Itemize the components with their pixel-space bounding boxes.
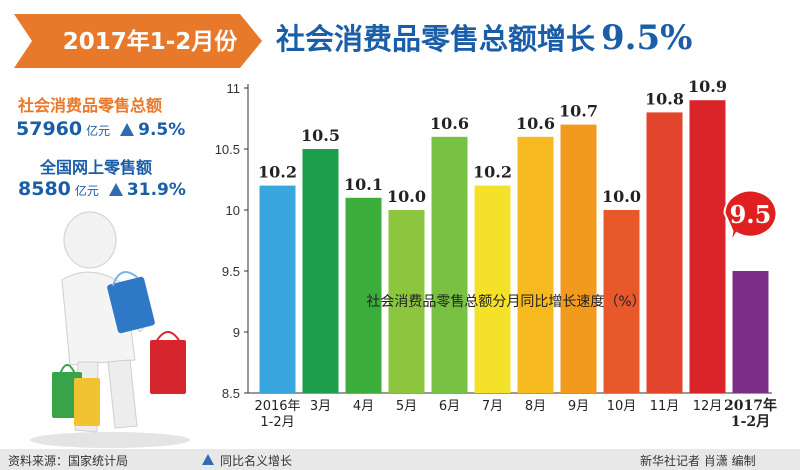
y-tick-label: 8.5: [222, 386, 240, 401]
x-tick-label: 8月: [525, 399, 546, 414]
x-tick-label: 1-2月: [731, 414, 770, 430]
bar-value-label: 10.2: [258, 163, 297, 182]
bar: [560, 124, 597, 393]
x-tick-label: 9月: [568, 399, 589, 414]
highlight-bubble: [723, 189, 778, 244]
bar-value-label: 10.7: [559, 102, 598, 121]
x-tick-label: 5月: [396, 399, 417, 414]
bar-value-label: 10.8: [645, 89, 684, 108]
shopper-figure-illustration: [30, 211, 190, 448]
bar: [259, 185, 296, 393]
bar-value-label: 9.5: [730, 200, 772, 229]
stat-retail-growth: 9.5%: [138, 120, 186, 140]
date-arrow-banner: [14, 14, 262, 68]
stat-retail-label: 社会消费品零售总额: [18, 96, 163, 115]
bar-value-label: 10.5: [301, 126, 340, 145]
footer-source: 资料来源：国家统计局: [8, 454, 129, 468]
bar-value-label: 10.9: [688, 77, 727, 96]
x-tick-label: 12月: [693, 399, 723, 414]
bar-value-label: 10.0: [602, 187, 641, 206]
x-tick-label: 1-2月: [260, 415, 294, 430]
bar: [517, 136, 554, 394]
up-triangle-icon: [108, 183, 123, 196]
chart-title: 社会消费品零售总额分月同比增长速度（%）: [366, 294, 645, 310]
bar-value-label: 10.6: [430, 114, 469, 133]
stat-retail-value: 57960: [16, 118, 83, 140]
bar: [646, 112, 683, 394]
footer: 资料来源：国家统计局 同比名义增长 新华社记者 肖潇 编制: [0, 449, 800, 470]
x-tick-label: 2017年: [724, 397, 777, 414]
y-tick-label: 9.5: [222, 264, 240, 279]
x-tick-label: 7月: [482, 399, 503, 414]
y-tick-label: 10: [226, 203, 240, 218]
date-label: 2017年1-2月份: [62, 29, 238, 55]
stat-online-row: 8580 亿元 31.9%: [18, 178, 186, 200]
bar: [474, 185, 511, 393]
bar: [431, 136, 468, 394]
up-triangle-icon: [202, 454, 214, 465]
page-title-growth: 9.5%: [601, 18, 693, 58]
x-tick-label: 10月: [607, 399, 637, 414]
bar: [689, 100, 726, 393]
up-triangle-icon: [120, 123, 135, 136]
bar: [302, 149, 339, 393]
stat-online-unit: 亿元: [74, 184, 99, 198]
bar: [732, 271, 769, 393]
stat-retail-unit: 亿元: [86, 124, 111, 138]
y-tick-label: 9: [233, 325, 240, 340]
footer-credit: 新华社记者 肖潇 编制: [640, 454, 756, 468]
y-tick-label: 10.5: [215, 142, 240, 157]
stat-retail-row: 57960 亿元 9.5%: [16, 118, 185, 140]
x-tick-label: 11月: [650, 399, 680, 414]
footer-legend: 同比名义增长: [220, 454, 293, 468]
bar: [345, 197, 382, 393]
bar: [388, 210, 425, 393]
x-tick-label: 4月: [353, 399, 374, 414]
stat-online-value: 8580: [18, 178, 71, 200]
stat-online-label: 全国网上零售额: [40, 158, 153, 177]
bar-value-label: 10.1: [344, 175, 383, 194]
bar-value-label: 10.2: [473, 163, 512, 182]
stat-online-growth: 31.9%: [126, 180, 186, 200]
x-tick-label: 6月: [439, 399, 460, 414]
x-tick-label: 3月: [310, 399, 331, 414]
bar: [603, 210, 640, 393]
x-tick-label: 2016年: [254, 399, 300, 414]
bar-value-label: 10.0: [387, 187, 426, 206]
page-title-text: 社会消费品零售总额增长: [276, 22, 596, 56]
bar-value-label: 10.6: [516, 114, 555, 133]
y-tick-label: 11: [227, 81, 241, 96]
page-title: 社会消费品零售总额增长 9.5%: [276, 16, 692, 58]
